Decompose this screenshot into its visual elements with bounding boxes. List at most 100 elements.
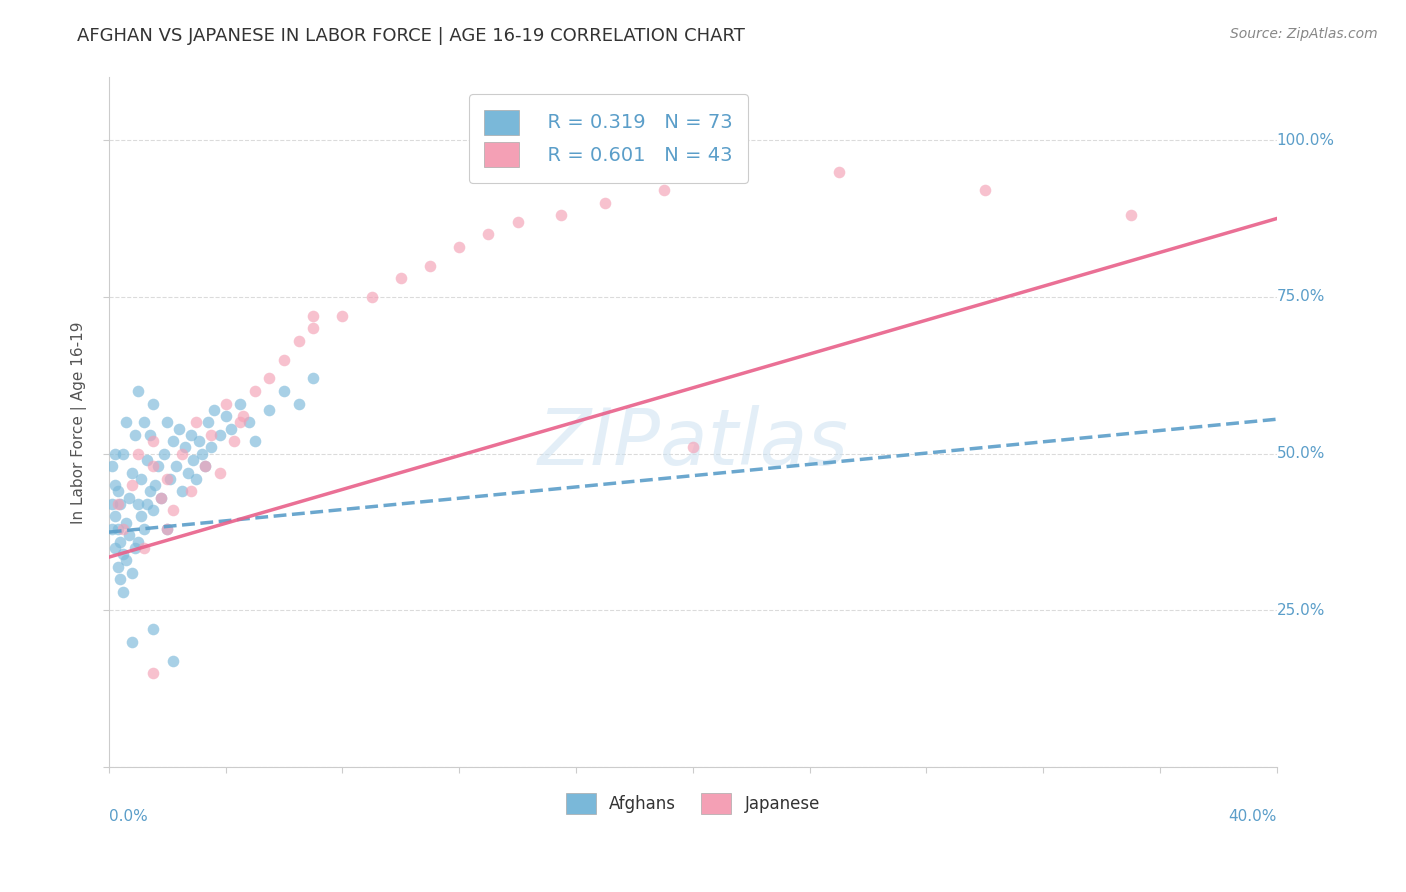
- Point: [150, 491, 173, 505]
- Point: [121, 478, 143, 492]
- Point: [138, 428, 160, 442]
- Point: [162, 654, 184, 668]
- Point: [107, 484, 129, 499]
- Point: [129, 509, 152, 524]
- Point: [208, 466, 231, 480]
- Point: [132, 541, 155, 555]
- Point: [142, 396, 165, 410]
- Point: [183, 453, 205, 467]
- Point: [115, 553, 138, 567]
- Point: [682, 441, 704, 455]
- Point: [259, 402, 281, 417]
- Point: [104, 447, 127, 461]
- Point: [593, 195, 616, 210]
- Point: [112, 522, 135, 536]
- Point: [115, 516, 138, 530]
- Point: [186, 472, 208, 486]
- Point: [110, 572, 132, 586]
- Point: [287, 334, 309, 348]
- Point: [224, 434, 246, 449]
- Point: [156, 522, 179, 536]
- Point: [200, 441, 222, 455]
- Text: 40.0%: 40.0%: [1229, 809, 1277, 823]
- Point: [506, 215, 529, 229]
- Point: [477, 227, 499, 242]
- Point: [162, 434, 184, 449]
- Point: [150, 491, 173, 505]
- Point: [127, 534, 149, 549]
- Point: [828, 164, 851, 178]
- Point: [156, 415, 179, 429]
- Point: [127, 497, 149, 511]
- Point: [118, 528, 141, 542]
- Y-axis label: In Labor Force | Age 16-19: In Labor Force | Age 16-19: [72, 321, 87, 524]
- Point: [135, 453, 157, 467]
- Point: [287, 396, 309, 410]
- Legend: Afghans, Japanese: Afghans, Japanese: [560, 786, 827, 821]
- Text: 0.0%: 0.0%: [108, 809, 148, 823]
- Text: Source: ZipAtlas.com: Source: ZipAtlas.com: [1230, 27, 1378, 41]
- Point: [191, 447, 214, 461]
- Point: [145, 478, 167, 492]
- Point: [142, 622, 165, 636]
- Point: [302, 371, 325, 385]
- Point: [1119, 208, 1142, 222]
- Point: [129, 472, 152, 486]
- Point: [243, 384, 266, 398]
- Point: [214, 409, 236, 423]
- Point: [194, 459, 217, 474]
- Point: [142, 503, 165, 517]
- Point: [167, 422, 190, 436]
- Point: [107, 522, 129, 536]
- Point: [121, 635, 143, 649]
- Point: [208, 428, 231, 442]
- Point: [159, 472, 181, 486]
- Point: [200, 428, 222, 442]
- Point: [121, 466, 143, 480]
- Text: 100.0%: 100.0%: [1277, 133, 1334, 148]
- Point: [273, 384, 295, 398]
- Point: [118, 491, 141, 505]
- Point: [100, 497, 122, 511]
- Point: [156, 472, 179, 486]
- Point: [194, 459, 217, 474]
- Point: [107, 559, 129, 574]
- Point: [124, 428, 146, 442]
- Point: [107, 497, 129, 511]
- Point: [419, 259, 441, 273]
- Point: [186, 415, 208, 429]
- Point: [156, 522, 179, 536]
- Point: [188, 434, 211, 449]
- Point: [652, 183, 675, 197]
- Point: [115, 415, 138, 429]
- Point: [138, 484, 160, 499]
- Point: [229, 415, 252, 429]
- Text: AFGHAN VS JAPANESE IN LABOR FORCE | AGE 16-19 CORRELATION CHART: AFGHAN VS JAPANESE IN LABOR FORCE | AGE …: [77, 27, 745, 45]
- Point: [302, 309, 325, 323]
- Point: [132, 522, 155, 536]
- Point: [259, 371, 281, 385]
- Point: [202, 402, 225, 417]
- Point: [121, 566, 143, 580]
- Point: [360, 290, 382, 304]
- Point: [389, 271, 412, 285]
- Point: [124, 541, 146, 555]
- Point: [142, 666, 165, 681]
- Point: [104, 478, 127, 492]
- Point: [142, 434, 165, 449]
- Point: [229, 396, 252, 410]
- Point: [180, 428, 202, 442]
- Text: 75.0%: 75.0%: [1277, 289, 1324, 304]
- Point: [104, 509, 127, 524]
- Point: [100, 522, 122, 536]
- Point: [112, 547, 135, 561]
- Point: [110, 497, 132, 511]
- Text: 25.0%: 25.0%: [1277, 603, 1324, 618]
- Point: [332, 309, 354, 323]
- Point: [302, 321, 325, 335]
- Point: [973, 183, 995, 197]
- Point: [710, 164, 733, 178]
- Point: [165, 459, 187, 474]
- Point: [238, 415, 260, 429]
- Point: [243, 434, 266, 449]
